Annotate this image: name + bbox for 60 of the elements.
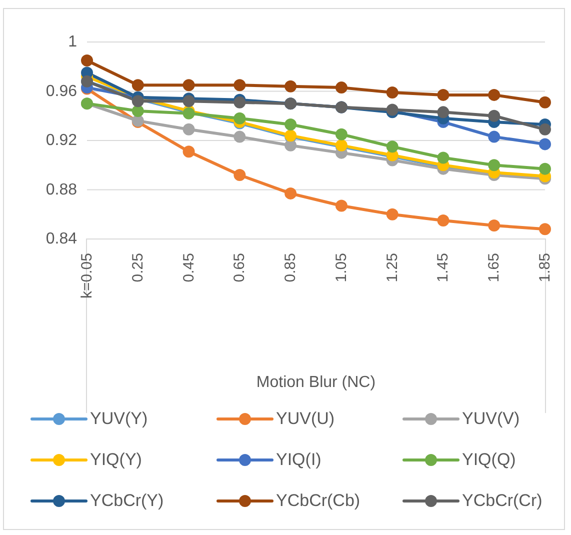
point [132, 79, 144, 92]
point [539, 138, 551, 150]
point [234, 112, 246, 124]
x-tick-label: 1.45 [434, 253, 452, 282]
legend-label: YIQ(Y) [90, 450, 142, 470]
point [488, 159, 500, 172]
y-tick-label: 0.84 [46, 230, 78, 248]
point [284, 187, 297, 200]
point [437, 106, 450, 118]
y-tick-label: 1 [68, 34, 78, 50]
point [182, 123, 195, 136]
y-tick-label: 0.96 [46, 82, 78, 100]
x-tick-label: 1.65 [486, 253, 503, 282]
point [234, 168, 246, 181]
point [539, 123, 551, 136]
point [182, 79, 195, 92]
point [81, 54, 93, 66]
x-tick-label: 0.65 [231, 253, 248, 282]
point [335, 128, 348, 140]
point [437, 152, 450, 164]
x-tick-label: 1.25 [384, 253, 401, 282]
x-tick-label: 1.85 [536, 253, 554, 282]
point [539, 96, 551, 108]
point [234, 130, 246, 143]
point [488, 219, 500, 232]
x-tick-label: 0.85 [282, 253, 300, 282]
y-tick-label: 0.88 [46, 181, 78, 198]
legend-label: YUV(V) [462, 409, 520, 429]
point [284, 80, 297, 92]
point [335, 82, 348, 94]
point [437, 88, 450, 101]
point [488, 88, 500, 101]
point [335, 200, 348, 212]
legend-label: YCbCr(Cr) [462, 491, 542, 511]
point [539, 223, 551, 236]
point [437, 214, 450, 227]
point [386, 140, 398, 153]
x-tick-label: k=0.05 [78, 253, 96, 298]
x-tick-label: 1.05 [332, 253, 350, 282]
point [488, 130, 500, 143]
legend-label: YIQ(Q) [462, 450, 516, 470]
legend-label: YIQ(I) [276, 450, 322, 470]
x-tick-label: 0.25 [129, 253, 146, 282]
point [386, 208, 398, 220]
x-tick-label: 0.45 [180, 253, 198, 282]
point [488, 110, 500, 122]
point [284, 118, 297, 130]
point [284, 139, 297, 152]
legend-label: YCbCr(Y) [90, 491, 164, 511]
point [386, 86, 398, 98]
point [132, 95, 144, 108]
legend-label: YCbCr(Cb) [276, 491, 360, 511]
point [234, 79, 246, 92]
point [182, 146, 195, 158]
legend-label: YUV(U) [276, 409, 335, 429]
point [132, 104, 144, 117]
y-tick-label: 0.92 [46, 132, 78, 149]
x-axis-title: Motion Blur (NC) [256, 374, 376, 391]
legend-label: YUV(Y) [90, 409, 148, 429]
point [539, 162, 551, 175]
